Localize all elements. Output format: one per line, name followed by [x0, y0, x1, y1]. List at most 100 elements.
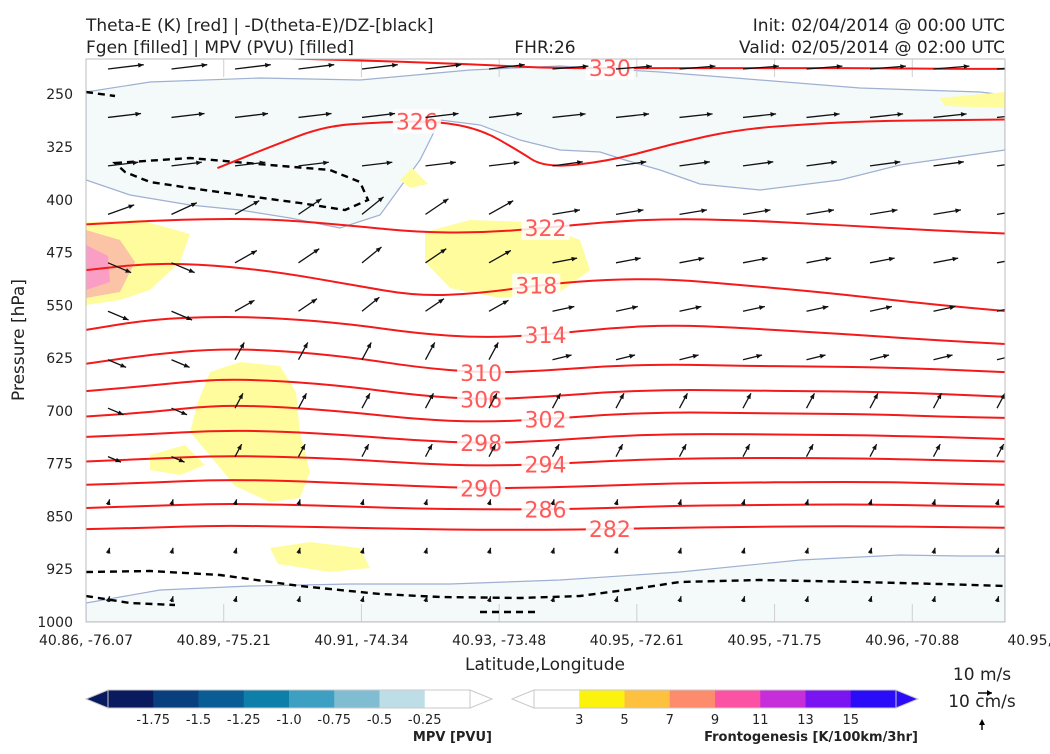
x-tick-label: 40.95, -72.61 [590, 633, 684, 649]
wind-vector [933, 65, 970, 70]
wind-vector-head [169, 596, 174, 603]
wind-vector [869, 113, 904, 119]
wind-vector [298, 112, 332, 119]
contour-label-bg [392, 109, 441, 134]
wind-vector-head [695, 305, 702, 310]
wind-vector-head [1000, 393, 1005, 400]
y-tick-label: 325 [46, 140, 73, 156]
wind-vector-head [428, 393, 434, 400]
wind-vector-head [450, 160, 456, 166]
y-axis-ticks: 250 325 400 475 550 625 700 775 850 925 1000 [37, 87, 73, 631]
wind-vector-head [758, 305, 765, 310]
colorbar-tick: -0.75 [317, 713, 351, 728]
wind-vector-head [867, 499, 873, 506]
y-tick-label: 625 [46, 351, 73, 367]
wind-legend-speed: 10 m/s [953, 665, 1011, 685]
x-tick-label: 40.93, -73.48 [452, 633, 546, 649]
wind-vector-head [900, 64, 906, 69]
wind-vector [996, 164, 1005, 167]
wind-vector-head [867, 596, 873, 603]
wind-vector-head [946, 354, 953, 359]
wind-vector-head [619, 393, 624, 400]
contour-label-bg [457, 431, 506, 456]
colorbar-swatch [805, 690, 852, 708]
wind-vector-head [773, 64, 779, 69]
wind-vector-head [804, 547, 809, 554]
wind-vector-head [963, 64, 970, 69]
colorbar-tick: 3 [575, 713, 583, 728]
wind-vector-head [574, 208, 580, 214]
wind-vector-head [931, 596, 936, 603]
contour-label-bg [521, 407, 570, 432]
wind-vector-head [770, 112, 777, 117]
colorbar-tick: -1.0 [276, 713, 301, 728]
wind-vector-head [994, 596, 1000, 603]
wind-vector-head [740, 596, 746, 603]
wind-vector-head [264, 63, 271, 68]
wind-vector-head [646, 64, 652, 69]
wind-vector [361, 112, 396, 119]
wind-vector-head [613, 596, 619, 603]
wind-vector-head [999, 444, 1004, 451]
wind-vector-head [183, 363, 190, 368]
x-tick-label: 40.91, -74.34 [314, 633, 408, 649]
wind-vector [742, 113, 777, 119]
colorbar-swatch [153, 690, 199, 708]
colorbar-tick: -0.5 [367, 713, 392, 728]
wind-vector-head [389, 111, 396, 117]
wind-vector-head [105, 547, 111, 554]
wind-vector [996, 308, 1005, 312]
theta-e-label-290: 290 [460, 477, 502, 502]
wind-vector-head [238, 393, 243, 400]
wind-vector-head [935, 444, 941, 451]
y-tick-label: 250 [46, 87, 73, 103]
contour-label-bg [457, 387, 506, 412]
colorbar-swatch [198, 690, 245, 708]
mpv-colorbar: -1.75 -1.5 -1.25 -1.0 -0.75 -0.5 -0.25 [84, 689, 494, 728]
theta-e-label-322: 322 [525, 217, 567, 242]
mpv-shading [86, 65, 1005, 622]
theta-e-line-322 [86, 218, 1005, 235]
y-tick-label: 775 [46, 457, 73, 473]
colorbar-frame [533, 689, 897, 709]
colorbar-tick: -0.25 [408, 713, 442, 728]
wind-vector [552, 113, 586, 119]
theta-e-line-330 [269, 59, 1005, 70]
wind-vector-head [931, 547, 936, 554]
wind-legend-arrowhead-horizontal [987, 690, 992, 696]
y-tick-label: 550 [46, 298, 73, 314]
wind-vector-head [565, 354, 572, 359]
wind-vector-head [232, 499, 238, 506]
wind-vector-head [105, 499, 111, 506]
stability-contours [86, 90, 1005, 614]
wind-vector-head [867, 547, 873, 554]
colorbar-swatch [108, 690, 154, 708]
wind-vector-head [438, 298, 444, 304]
wind-vector [679, 65, 716, 70]
wind-vector-head [181, 410, 188, 415]
contour-label-bg [585, 517, 634, 542]
wind-vector [996, 260, 1005, 264]
wind-vector-head [253, 200, 260, 206]
contour-label-bg [585, 59, 634, 81]
wind-vector-head [698, 256, 705, 262]
colorbar-arrow-right [469, 689, 494, 709]
wind-vector-head [296, 547, 301, 554]
x-axis-ticks: 40.86, -76.07 40.89, -75.21 40.91, -74.34 4… [39, 633, 1050, 649]
colorbar-swatch [534, 690, 580, 708]
theta-e-line-286 [86, 503, 1005, 511]
theta-e-line-310 [86, 348, 1005, 374]
wind-vector-head [105, 596, 111, 603]
wind-vector-head [132, 160, 139, 166]
wind-vector-head [120, 363, 127, 368]
wind-vector-head [128, 204, 135, 209]
wind-vector-head [504, 250, 511, 256]
wind-vector [615, 113, 650, 119]
wind-vector-head [994, 547, 1000, 554]
wind-vector-head [232, 596, 238, 603]
wind-vector-head [440, 248, 447, 254]
contour-label-bg [521, 452, 570, 477]
fgen-colorbar-label: Frontogenesis [K/100km/3hr] [704, 730, 918, 745]
wind-vector-head [366, 342, 372, 349]
